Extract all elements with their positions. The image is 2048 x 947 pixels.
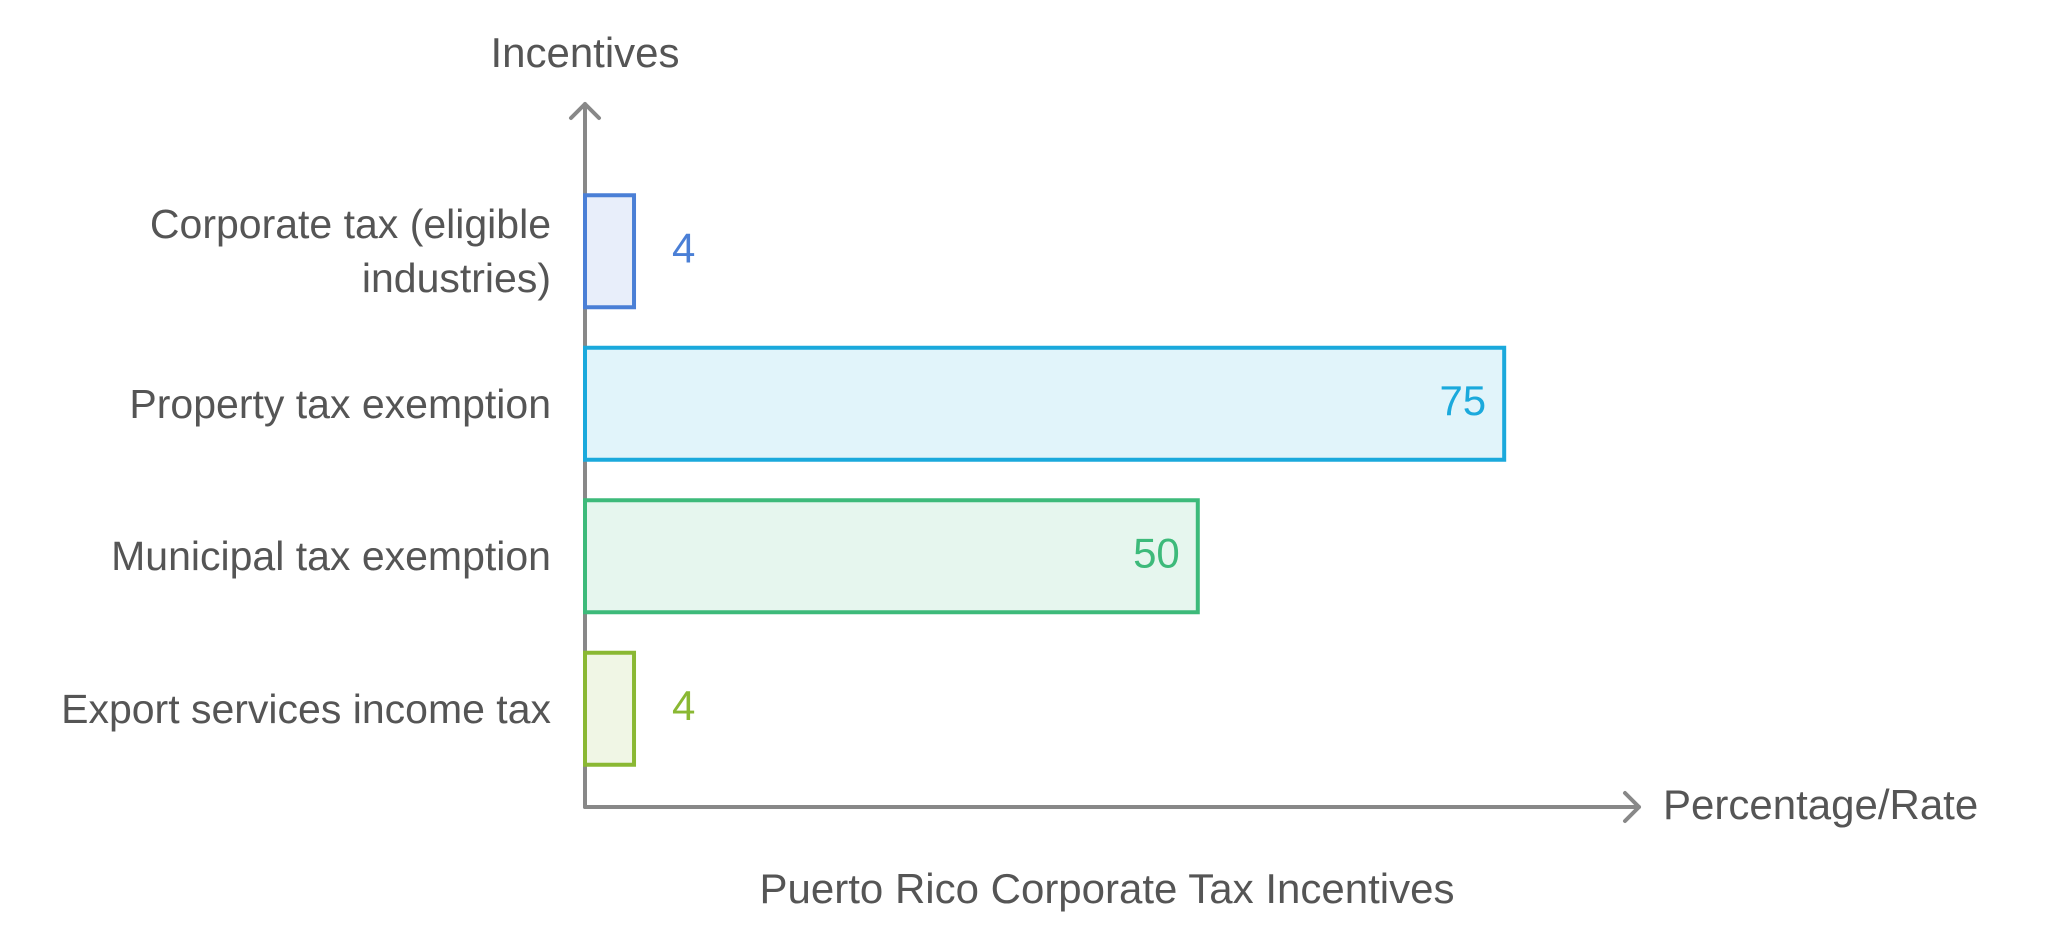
chart-title: Puerto Rico Corporate Tax Incentives <box>760 865 1455 912</box>
bar <box>583 345 1507 462</box>
category-label: Municipal tax exemption <box>111 533 551 580</box>
category-label: Export services income tax <box>61 685 551 732</box>
x-axis <box>583 791 1641 823</box>
value-label: 4 <box>672 682 695 729</box>
axes <box>569 102 1641 823</box>
value-label: 4 <box>672 224 695 271</box>
x-axis-title: Percentage/Rate <box>1663 781 1978 828</box>
bar <box>583 498 1200 615</box>
bar <box>583 650 637 767</box>
y-axis-title: Incentives <box>490 29 679 76</box>
bar <box>583 193 637 310</box>
category-label: Property tax exemption <box>129 380 551 427</box>
category-label: Corporate tax (eligible industries) <box>149 201 551 302</box>
value-label: 50 <box>1133 529 1180 576</box>
value-label: 75 <box>1439 377 1486 424</box>
